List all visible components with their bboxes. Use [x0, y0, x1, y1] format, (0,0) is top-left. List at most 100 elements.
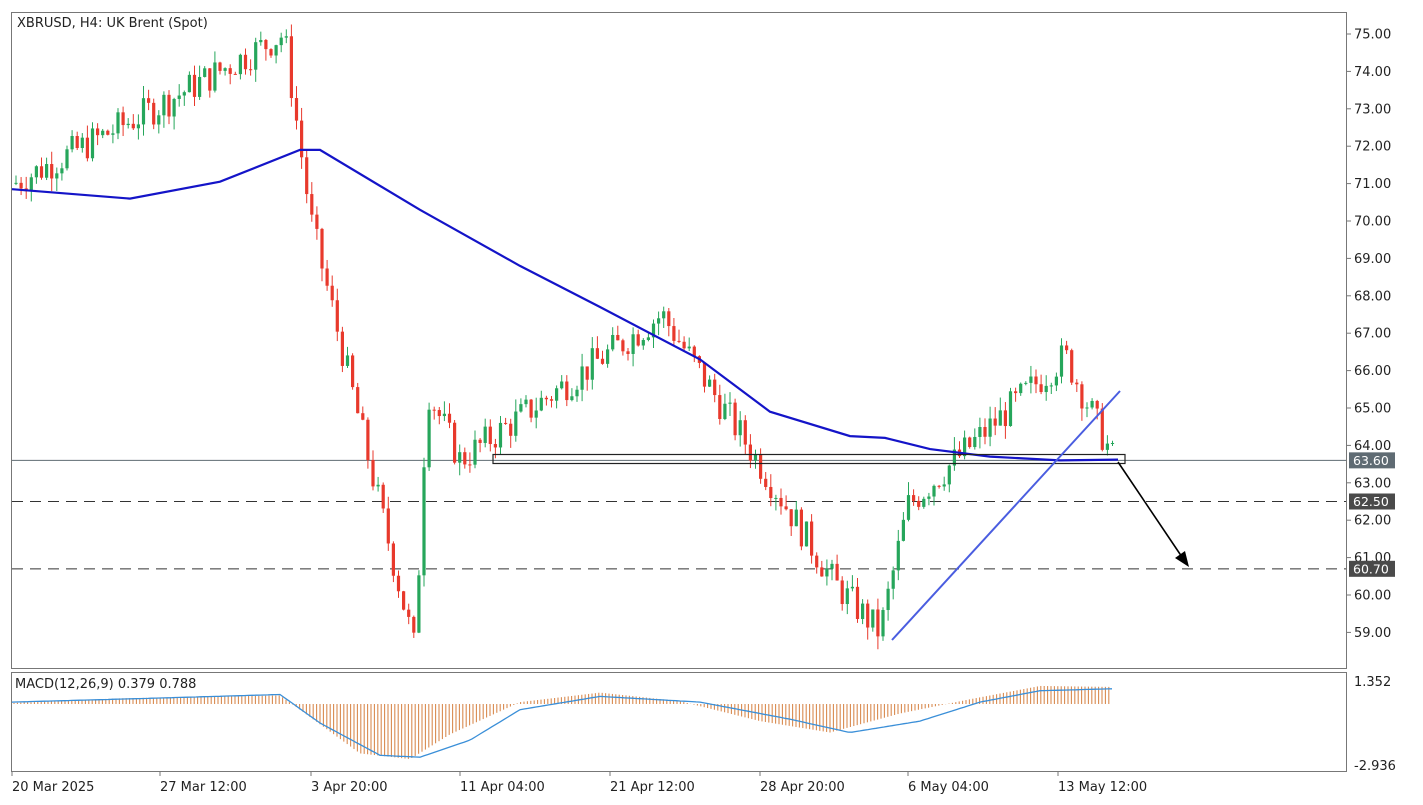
candle-body: [1014, 391, 1018, 394]
candle-body: [90, 128, 95, 159]
macd-signal-line: [11, 688, 1113, 758]
price-tick-label: 59.00: [1354, 626, 1391, 641]
candle-body: [121, 112, 125, 126]
candle-body: [141, 98, 146, 125]
candle-body: [366, 419, 370, 461]
price-tick-label: 67.00: [1354, 327, 1391, 342]
level-label: 62.50: [1353, 494, 1389, 509]
candle-body: [692, 346, 696, 357]
candle-body: [641, 339, 645, 346]
candle-body: [345, 355, 350, 366]
candle-body: [1065, 345, 1069, 351]
candle-body: [238, 54, 242, 75]
candle-body: [891, 570, 895, 589]
candle-body: [840, 580, 844, 605]
candle-body: [687, 346, 691, 349]
candle-body: [29, 177, 33, 192]
candle-body: [906, 495, 911, 520]
candle-body: [514, 411, 518, 436]
candle-body: [651, 323, 656, 338]
time-tick-label: 3 Apr 20:00: [311, 780, 388, 795]
candle-body: [575, 389, 579, 397]
candle-body: [810, 521, 814, 556]
candle-body: [203, 68, 207, 77]
candle-body: [529, 399, 533, 418]
candle-body: [646, 337, 650, 340]
candle-body: [927, 496, 931, 499]
level-labels: 63.60 62.50 60.70: [1349, 452, 1395, 577]
candle-body: [759, 454, 763, 479]
candle-body: [402, 591, 406, 610]
candle-body: [458, 452, 462, 463]
level-badge: [1349, 493, 1395, 510]
candle-body: [39, 166, 44, 178]
candle-body: [881, 610, 885, 637]
candle-body: [820, 567, 824, 577]
candle-body: [19, 182, 23, 189]
candle-body: [718, 395, 722, 420]
candle-body: [264, 39, 268, 50]
candle-body: [55, 173, 59, 179]
candle-body: [85, 137, 89, 159]
candle-body: [784, 506, 788, 510]
candle-body: [412, 616, 416, 633]
arrow-head-icon: [1175, 551, 1189, 567]
candle-body: [192, 74, 197, 97]
candle-body: [524, 399, 528, 405]
candle-body: [1070, 350, 1074, 383]
candle-body: [106, 130, 110, 135]
candle-body: [662, 311, 666, 319]
candle-body: [315, 214, 319, 229]
main-chart-frame: [11, 12, 1347, 669]
time-tick-label: 6 May 04:00: [908, 780, 989, 795]
macd-tick-label: -2.936: [1354, 759, 1396, 774]
candle-body: [1054, 376, 1058, 386]
moving-average-line: [11, 148, 1119, 462]
candle-body: [779, 497, 783, 507]
price-tick-label: 60.00: [1354, 589, 1391, 604]
candle-body: [713, 379, 717, 396]
candle-body: [702, 362, 707, 387]
candle-body: [743, 420, 747, 445]
price-tick-label: 75.00: [1354, 28, 1391, 43]
candle-body: [866, 603, 870, 628]
candle-body: [218, 62, 222, 71]
candle-body: [371, 460, 375, 487]
price-tick-label: 72.00: [1354, 140, 1391, 155]
candle-body: [131, 123, 135, 129]
candle-body: [45, 164, 49, 178]
candle-body: [407, 609, 411, 617]
candle-body: [294, 98, 299, 121]
candle-body: [973, 436, 977, 448]
price-tick-label: 69.00: [1354, 252, 1391, 267]
price-tick-label: 66.00: [1354, 364, 1391, 379]
candle-body: [611, 334, 615, 350]
candle-body: [978, 427, 982, 437]
candle-body: [519, 404, 523, 412]
time-tick-label: 27 Mar 12:00: [160, 780, 247, 795]
uptrend-line: [891, 390, 1121, 641]
macd-panel-frame: [11, 672, 1347, 772]
candle-body: [233, 73, 237, 75]
price-tick-label: 64.00: [1354, 439, 1391, 454]
candle-body: [243, 54, 248, 70]
candle-body: [396, 575, 401, 592]
candle-body: [468, 464, 472, 466]
candle-body: [284, 36, 288, 38]
candle-body: [300, 120, 304, 158]
candle-body: [182, 92, 186, 96]
candle-body: [886, 588, 890, 611]
candle-body: [1075, 382, 1079, 385]
candle-body: [901, 519, 905, 541]
candle-body: [279, 37, 283, 46]
candle-body: [861, 603, 865, 620]
candle-body: [259, 39, 263, 43]
candle-body: [733, 402, 737, 436]
support-zone-rect: [492, 453, 1126, 465]
candle-body: [1024, 382, 1028, 384]
candles: [14, 24, 1115, 650]
candle-body: [616, 334, 620, 341]
candle-body: [493, 444, 497, 448]
candle-body: [621, 340, 625, 352]
